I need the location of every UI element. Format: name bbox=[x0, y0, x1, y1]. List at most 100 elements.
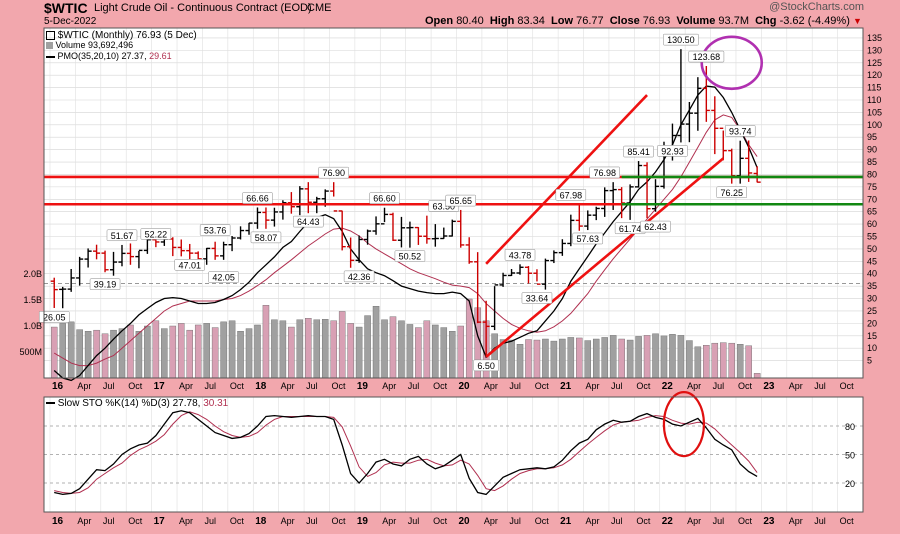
x-tick-label: Apr bbox=[77, 381, 91, 391]
price-annotation: 42.36 bbox=[343, 270, 375, 283]
price-annotation-box bbox=[663, 33, 699, 46]
price-annotation-box bbox=[589, 166, 620, 179]
ohlc-bar bbox=[482, 300, 490, 357]
price-annotation-label: 62.43 bbox=[644, 222, 667, 232]
price-annotation-box bbox=[250, 231, 282, 244]
price-annotation: 6.50 bbox=[473, 359, 499, 372]
volume-bar bbox=[618, 338, 625, 379]
legend-pmo-text: PMO(35,20,10) 27.37, bbox=[57, 51, 147, 61]
ohlc-bar bbox=[397, 216, 406, 248]
ohlc-bar bbox=[101, 250, 109, 273]
price-annotation-label: 64.43 bbox=[297, 217, 320, 227]
ohlc-bar bbox=[745, 140, 753, 182]
price-annotation-label: 92.93 bbox=[661, 146, 684, 156]
price-annotation-label: 26.05 bbox=[43, 312, 66, 322]
volume-bar bbox=[254, 324, 261, 379]
price-annotation: 92.93 bbox=[657, 145, 688, 157]
price-tick-label: 95 bbox=[867, 132, 877, 142]
price-annotation-label: 47.01 bbox=[178, 260, 201, 270]
ohlc-bar bbox=[711, 96, 719, 155]
sto-legend-d: 30.31 bbox=[203, 398, 229, 409]
exchange-label: CME bbox=[307, 2, 332, 14]
price-annotation-box bbox=[242, 192, 273, 204]
chart-name: Light Crude Oil - Continuous Contract (E… bbox=[94, 2, 312, 14]
volume-bar bbox=[584, 340, 592, 379]
price-annotation: 53.76 bbox=[199, 224, 231, 236]
chart-symbol: $WTIC bbox=[44, 0, 88, 16]
price-tick-label: 45 bbox=[867, 256, 877, 266]
volume-bar bbox=[262, 305, 270, 379]
volume-bar bbox=[59, 323, 66, 379]
volume-bar bbox=[576, 337, 583, 379]
ohlc-bar bbox=[177, 239, 185, 257]
price-annotation-box bbox=[208, 271, 239, 283]
volume-bar bbox=[703, 345, 710, 379]
legend-volume-swatch bbox=[46, 42, 53, 50]
ohlc-bar bbox=[126, 243, 135, 265]
ohlc-bar bbox=[338, 210, 346, 251]
price-annotation: 26.05 bbox=[38, 311, 70, 323]
x-tick-label: Jul bbox=[713, 516, 725, 526]
ohlc-bar bbox=[118, 244, 126, 267]
price-annotation-box bbox=[724, 125, 756, 137]
price-annotation-label: 76.90 bbox=[322, 168, 345, 178]
ohlc-bar bbox=[677, 49, 685, 143]
volume-bar bbox=[211, 327, 219, 379]
volume-bar bbox=[601, 337, 608, 379]
volume-tick-label: 1.0B bbox=[23, 321, 42, 331]
ohlc-bar bbox=[406, 221, 414, 248]
price-annotation-box bbox=[318, 166, 349, 179]
ohlc-bar bbox=[651, 179, 660, 212]
price-annotation: 50.52 bbox=[394, 250, 426, 262]
ohlc-bar bbox=[330, 182, 338, 212]
ohlc-bar bbox=[491, 284, 499, 331]
x-tick-label: Apr bbox=[586, 516, 600, 526]
ohlc-bar bbox=[93, 244, 101, 260]
x-tick-label: Jul bbox=[509, 516, 521, 526]
ohlc-bar bbox=[507, 269, 516, 277]
price-annotation-box bbox=[504, 249, 536, 261]
price-annotation: 39.19 bbox=[89, 278, 121, 290]
volume-bar bbox=[67, 321, 75, 379]
volume-bar bbox=[652, 333, 659, 379]
price-tick-label: 100 bbox=[867, 120, 882, 130]
price-annotation-box bbox=[293, 215, 324, 228]
close-value: 76.93 bbox=[642, 15, 671, 27]
ohlc-bar bbox=[270, 207, 278, 227]
x-tick-label: Jul bbox=[204, 381, 216, 391]
volume-bar bbox=[457, 325, 464, 379]
volume-bar bbox=[720, 342, 727, 379]
volume-bar bbox=[533, 339, 541, 379]
price-annotation-box bbox=[343, 270, 375, 283]
price-annotation-label: 76.25 bbox=[720, 188, 743, 198]
volume-bar bbox=[203, 323, 210, 379]
sto-panel-border bbox=[43, 396, 864, 513]
price-tick-label: 115 bbox=[867, 83, 881, 93]
brand-label[interactable]: @StockCharts.com bbox=[769, 1, 864, 13]
volume-bar bbox=[508, 339, 515, 379]
price-annotation: 52.22 bbox=[140, 228, 172, 240]
ohlc-bar bbox=[253, 207, 262, 229]
volume-bar bbox=[245, 328, 253, 379]
volume-bar bbox=[135, 331, 143, 379]
ohlc-bar bbox=[109, 251, 118, 276]
x-tick-label: 21 bbox=[560, 381, 572, 392]
volume-bar bbox=[686, 340, 693, 379]
price-annotation-label: 39.19 bbox=[94, 280, 117, 290]
ohlc-bar bbox=[533, 269, 541, 285]
x-tick-label: Oct bbox=[738, 516, 753, 526]
x-tick-label: Oct bbox=[535, 516, 550, 526]
chart-date: 5-Dec-2022 bbox=[44, 16, 97, 27]
ohlc-bar bbox=[220, 241, 228, 260]
volume-bar bbox=[237, 331, 244, 379]
x-tick-label: Jul bbox=[814, 381, 826, 391]
ohlc-bar bbox=[635, 161, 643, 188]
price-tick-label: 50 bbox=[867, 244, 877, 254]
price-annotation-box bbox=[106, 229, 138, 242]
price-tick-label: 105 bbox=[867, 107, 882, 117]
ohlc-bar bbox=[474, 252, 482, 324]
price-tick-label: 135 bbox=[867, 33, 882, 43]
volume-bar bbox=[296, 319, 304, 379]
x-tick-label: 17 bbox=[154, 516, 166, 527]
